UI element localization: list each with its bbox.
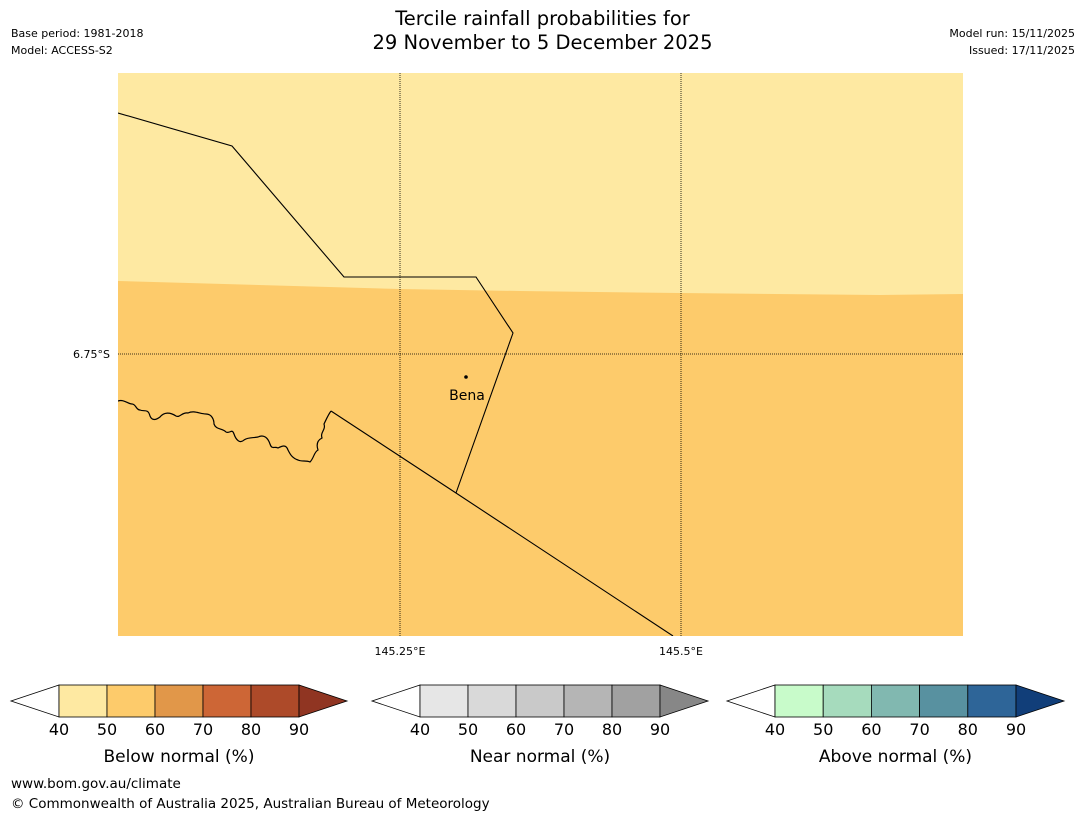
colorbar-title: Near normal (%) [470,747,610,767]
colorbar-tick-label: 70 [193,720,213,739]
colorbar-max-extension [298,684,349,718]
colorbar-segment [419,684,469,718]
colorbar-tick-label: 40 [410,720,430,739]
colorbar-min-extension [370,684,421,718]
latitude-label: 6.75°S [73,348,110,361]
model-info: Base period: 1981-2018 Model: ACCESS-S2 [11,25,143,59]
model-run-date: Model run: 15/11/2025 [949,27,1075,40]
base-period: Base period: 1981-2018 [11,27,144,40]
colorbar-max-extension [659,684,710,718]
colorbar-tick-label: 50 [97,720,117,739]
river [118,399,332,463]
colorbar-segment [515,684,565,718]
colorbar-segment [154,684,204,718]
colorbar-segment [250,684,300,718]
title-line-2: 29 November to 5 December 2025 [372,31,713,54]
colorbar-title: Below normal (%) [104,747,255,767]
colorbar-tick-label: 60 [861,720,881,739]
colorbar-segment [202,684,252,718]
colorbar-title: Above normal (%) [819,747,972,767]
colorbar-tick-label: 60 [506,720,526,739]
colorbar-tick-label: 80 [241,720,261,739]
near-normal-colorbar: 40 50 60 70 80 90 Near normal (%) [370,684,710,767]
colorbar-segment [871,684,921,718]
probability-region-50-60 [118,281,963,636]
footer: www.bom.gov.au/climate © Commonwealth of… [11,774,490,814]
colorbar-min-extension [9,684,60,718]
longitude-label: 145.5°E [659,645,703,658]
above-normal-colorbar: 40 50 60 70 80 90 Above normal (%) [725,684,1066,767]
colorbar-segment [822,684,872,718]
colorbar-tick-label: 80 [602,720,622,739]
model-name: Model: ACCESS-S2 [11,44,113,57]
longitude-label: 145.25°E [375,645,426,658]
province-boundary [330,410,674,636]
colorbar-tick-label: 50 [813,720,833,739]
website-link[interactable]: www.bom.gov.au/climate [11,776,181,792]
copyright: © Commonwealth of Australia 2025, Austra… [11,796,490,812]
colorbar-segment [106,684,156,718]
below-normal-colorbar: 40 50 60 70 80 90 Below normal (%) [9,684,349,767]
colorbar-segment [58,684,108,718]
issued-date: Issued: 17/11/2025 [968,44,1075,57]
colorbar-segment [611,684,661,718]
map-panel[interactable]: Bena [118,73,963,636]
colorbar-tick-label: 50 [458,720,478,739]
colorbar-segment [919,684,969,718]
colorbar-tick-label: 60 [145,720,165,739]
province-boundary [118,112,514,494]
colorbar-segment [563,684,613,718]
run-info: Model run: 15/11/2025 Issued: 17/11/2025 [949,25,1075,59]
town-label: Bena [449,388,485,404]
colorbar-tick-label: 40 [765,720,785,739]
colorbar-tick-label: 80 [958,720,978,739]
colorbar-tick-label: 90 [289,720,309,739]
colorbar-tick-label: 70 [554,720,574,739]
colorbar-segment [467,684,517,718]
colorbar-tick-label: 40 [49,720,69,739]
map-title: Tercile rainfall probabilities for 29 No… [0,7,1085,55]
colorbar-tick-label: 70 [909,720,929,739]
colorbar-tick-label: 90 [1006,720,1026,739]
colorbar-segment [967,684,1017,718]
colorbar-tick-label: 90 [650,720,670,739]
town-marker-icon[interactable] [464,375,468,379]
title-line-1: Tercile rainfall probabilities for [395,7,690,30]
colorbar-min-extension [725,684,776,718]
colorbar-max-extension [1015,684,1066,718]
colorbar-segment [774,684,824,718]
